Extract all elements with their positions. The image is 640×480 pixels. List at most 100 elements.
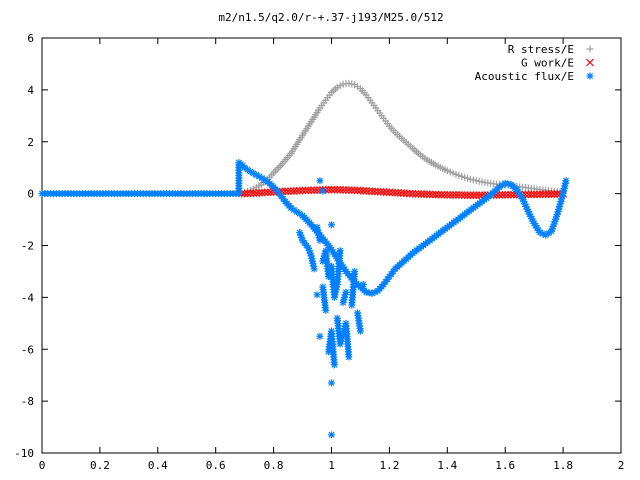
x-tick-label: 1 — [328, 459, 335, 472]
data-point — [359, 280, 367, 288]
data-point — [437, 190, 446, 199]
data-point-fill — [277, 162, 285, 170]
data-point-fill — [313, 186, 321, 195]
data-point — [420, 190, 429, 199]
data-point-fill — [301, 186, 310, 195]
y-tick-label: 2 — [27, 136, 34, 149]
data-point — [541, 190, 550, 199]
data-point — [328, 431, 335, 439]
data-point-fill — [275, 163, 283, 171]
data-point — [342, 186, 350, 194]
y-tick-label: 6 — [27, 32, 34, 45]
data-point-fill — [423, 190, 431, 199]
y-tick-label: -6 — [21, 343, 34, 356]
data-point-fill — [408, 189, 417, 198]
chart-title: m2/n1.5/q2.0/r-+.37-j193/M25.0/512 — [218, 11, 443, 24]
data-point — [316, 332, 324, 340]
data-point-fill — [295, 186, 304, 195]
data-point — [446, 190, 455, 199]
data-point-fill — [469, 191, 478, 200]
y-tick-label: -2 — [21, 240, 34, 253]
legend-marker — [586, 72, 594, 80]
legend-marker — [586, 45, 594, 53]
data-point — [428, 190, 437, 199]
data-point-fill — [434, 190, 443, 199]
data-point-fill — [431, 190, 440, 199]
data-point-fill — [547, 190, 556, 199]
data-point-fill — [339, 185, 348, 194]
series-2 — [38, 159, 570, 439]
data-point — [316, 177, 324, 185]
data-point-fill — [287, 187, 295, 196]
data-point-fill — [440, 190, 449, 199]
data-point-fill — [284, 187, 292, 196]
data-point — [322, 306, 330, 314]
y-tick-label: -8 — [21, 395, 34, 408]
data-point — [524, 190, 533, 199]
data-point-fill — [544, 190, 553, 199]
legend-label: Acoustic flux/E — [475, 70, 574, 83]
series-0 — [238, 79, 567, 198]
data-point — [507, 190, 515, 199]
data-point — [324, 185, 333, 194]
y-tick-label: 4 — [27, 84, 34, 97]
data-point-fill — [273, 165, 281, 173]
data-point-fill — [417, 190, 426, 198]
data-point-fill — [347, 186, 356, 195]
data-point — [533, 190, 541, 199]
data-point-fill — [243, 189, 252, 198]
data-point-fill — [414, 190, 423, 198]
data-point-fill — [443, 190, 452, 199]
x-tick-label: 0.2 — [90, 459, 110, 472]
data-point — [313, 291, 321, 299]
y-tick-label: 0 — [27, 188, 34, 201]
data-point — [463, 191, 472, 200]
data-point-fill — [304, 186, 313, 195]
data-point — [351, 267, 359, 275]
data-point — [298, 186, 307, 195]
data-point-fill — [460, 191, 469, 200]
x-tick-label: 0.4 — [148, 459, 168, 472]
x-tick-label: 0.8 — [264, 459, 284, 472]
data-point-fill — [466, 191, 475, 200]
data-point — [310, 265, 318, 273]
data-point — [307, 186, 316, 195]
chart-marks — [38, 79, 570, 439]
x-tick-label: 1.2 — [379, 459, 399, 472]
data-point-fill — [538, 190, 547, 199]
data-point-fill — [330, 185, 339, 194]
data-point-fill — [327, 185, 336, 194]
data-point-fill — [501, 190, 510, 199]
data-point-fill — [426, 190, 434, 199]
x-tick-label: 0 — [39, 459, 46, 472]
data-point-fill — [449, 190, 458, 199]
data-point-fill — [457, 191, 466, 199]
data-point — [336, 247, 344, 255]
y-tick-label: -4 — [21, 291, 35, 304]
data-point — [362, 288, 370, 296]
y-tick-label: -10 — [14, 447, 34, 460]
data-point-fill — [527, 190, 536, 199]
data-point — [498, 190, 507, 199]
data-point — [562, 177, 570, 185]
data-point — [472, 191, 481, 200]
data-point — [550, 190, 559, 199]
x-tick-label: 1.6 — [495, 459, 515, 472]
x-tick-label: 1.4 — [437, 459, 457, 472]
data-point — [411, 189, 420, 198]
data-point-fill — [336, 185, 345, 194]
legend-label: R stress/E — [508, 43, 574, 56]
data-point — [454, 190, 463, 199]
data-point-fill — [504, 190, 513, 199]
data-point-fill — [271, 167, 279, 175]
data-point — [342, 288, 350, 296]
data-point — [345, 353, 353, 361]
x-tick-label: 1.8 — [553, 459, 573, 472]
axis-ticks: 0 0.2 0.4 0.6 0.8 1 1.2 1.4 1.6 1.8 2 -10 -8 -6 -4 -2 0 2… — [14, 32, 624, 472]
data-point — [328, 221, 335, 229]
data-point-fill — [452, 190, 460, 199]
legend-label: G work/E — [521, 57, 574, 70]
x-tick-label: 2 — [618, 459, 625, 472]
